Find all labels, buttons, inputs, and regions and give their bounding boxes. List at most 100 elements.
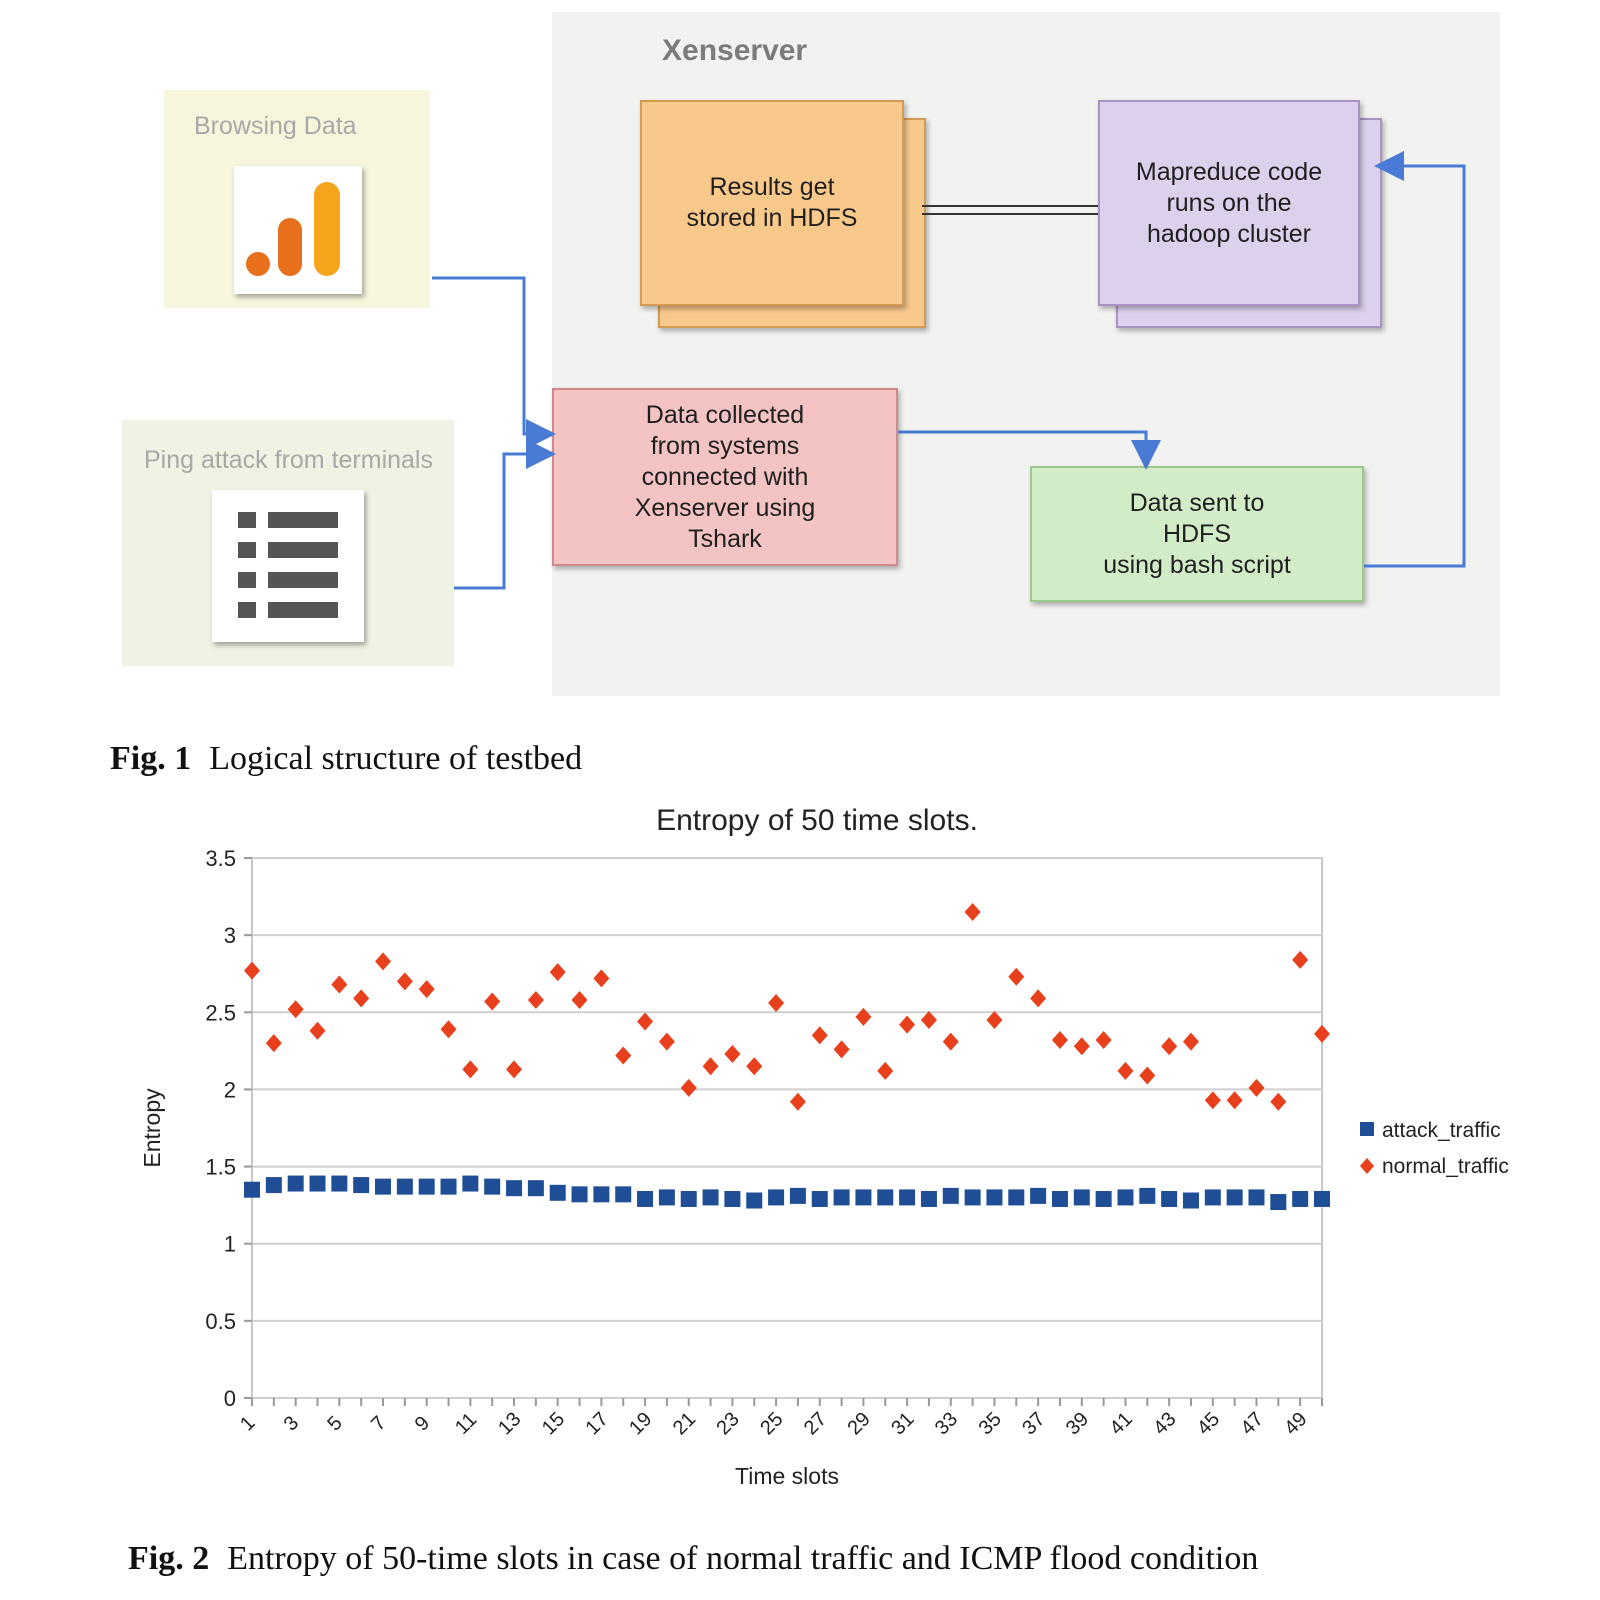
attack-traffic-point <box>1073 1189 1090 1206</box>
y-axis-label: Entropy <box>139 1088 165 1168</box>
attack-traffic-point <box>724 1190 741 1207</box>
ping-to-collected-arrow <box>454 439 556 590</box>
attack-traffic-point <box>768 1189 785 1206</box>
collected-to-sent-arrow <box>898 430 1161 470</box>
sent-to-mapreduce-arrow <box>1364 151 1466 568</box>
attack-traffic-point <box>1292 1190 1309 1207</box>
normal-traffic-point <box>920 1011 937 1029</box>
normal-traffic-point <box>724 1044 741 1063</box>
attack-traffic-point <box>1008 1189 1025 1206</box>
x-tick-label: 3 <box>280 1412 303 1435</box>
attack-traffic-point <box>899 1189 916 1206</box>
attack-traffic-point <box>855 1189 872 1206</box>
normal-traffic-point <box>1248 1078 1265 1097</box>
ping-attack-label: Ping attack from terminals <box>144 446 433 474</box>
attack-traffic-point <box>833 1189 850 1206</box>
x-tick-label: 33 <box>931 1408 962 1439</box>
attack-traffic-point <box>811 1190 828 1207</box>
normal-traffic-point <box>899 1015 916 1034</box>
y-tick-label: 2.5 <box>205 1000 236 1025</box>
attack-traffic-point <box>375 1178 392 1195</box>
x-tick-label: 31 <box>887 1408 918 1439</box>
attack-traffic-point <box>789 1187 806 1204</box>
normal-traffic-point <box>1030 989 1047 1008</box>
attack-traffic-point <box>593 1186 610 1203</box>
normal-traffic-point <box>986 1011 1003 1029</box>
y-tick-label: 1 <box>224 1232 236 1257</box>
mapreduce-box: Mapreduce code runs on the hadoop cluste… <box>1098 100 1360 306</box>
normal-traffic-point <box>1270 1092 1287 1111</box>
x-tick-label: 27 <box>800 1408 831 1439</box>
normal-traffic-point <box>571 990 588 1009</box>
fig2-caption-text: Entropy of 50-time slots in case of norm… <box>227 1540 1259 1577</box>
attack-traffic-point <box>484 1178 501 1195</box>
normal-traffic-point <box>1204 1091 1221 1110</box>
x-tick-label: 37 <box>1018 1408 1049 1439</box>
attack-traffic-point <box>942 1187 959 1204</box>
normal-traffic-point <box>1314 1024 1330 1043</box>
data-collected-text: Data collected from systems connected wi… <box>634 400 816 553</box>
attack-traffic-point <box>1161 1190 1178 1207</box>
x-tick-label: 5 <box>323 1412 346 1435</box>
fig2-caption: Fig. 2 Entropy of 50-time slots in case o… <box>128 1540 1258 1578</box>
attack-traffic-point <box>877 1189 894 1206</box>
attack-traffic-point <box>658 1189 675 1206</box>
normal-traffic-point <box>680 1078 697 1097</box>
x-tick-label: 35 <box>975 1408 1006 1439</box>
normal-traffic-point <box>1226 1091 1243 1110</box>
entropy-chart: 00.511.522.533.51 3 5 7 9 11 13 15 17 19 21 23 25 27 2… <box>139 804 1509 1489</box>
normal-traffic-point <box>658 1032 675 1051</box>
normal-traffic-point <box>1051 1031 1068 1050</box>
attack-traffic-point <box>1314 1190 1330 1207</box>
normal-traffic-point <box>462 1060 479 1079</box>
data-collected-box: Data collected from systems connected wi… <box>552 388 898 566</box>
normal-traffic-point <box>265 1034 282 1053</box>
x-tick-label: 29 <box>844 1408 875 1439</box>
x-tick-label: 39 <box>1062 1408 1093 1439</box>
normal-traffic-point <box>593 969 610 988</box>
legend-label: normal_traffic <box>1382 1155 1509 1178</box>
data-sent-text: Data sent to HDFS using bash script <box>1103 488 1291 579</box>
attack-traffic-point <box>1204 1189 1221 1206</box>
normal-traffic-point <box>309 1021 326 1040</box>
attack-traffic-point <box>265 1177 282 1194</box>
normal-traffic-point <box>877 1061 894 1080</box>
x-tick-label: 15 <box>538 1408 569 1439</box>
attack-traffic-point <box>418 1178 435 1195</box>
normal-traffic-point <box>331 975 348 994</box>
y-tick-label: 0.5 <box>205 1309 236 1334</box>
results-box-text: Results get stored in HDFS <box>686 173 858 232</box>
normal-traffic-point <box>1182 1032 1199 1051</box>
normal-traffic-point <box>418 980 435 999</box>
x-tick-label: 49 <box>1280 1408 1311 1439</box>
y-tick-label: 3.5 <box>205 846 236 871</box>
attack-traffic-point <box>353 1177 370 1194</box>
attack-traffic-point <box>702 1189 719 1206</box>
x-tick-label: 43 <box>1149 1408 1180 1439</box>
fig2-caption-label: Fig. 2 <box>128 1540 210 1577</box>
attack-traffic-point <box>331 1175 348 1192</box>
normal-traffic-point <box>811 1026 828 1045</box>
fig1-caption-text: Logical structure of testbed <box>209 740 583 777</box>
normal-traffic-point <box>746 1057 763 1076</box>
normal-traffic-point <box>768 994 785 1013</box>
normal-traffic-point <box>942 1032 959 1051</box>
normal-traffic-point <box>615 1046 632 1065</box>
normal-traffic-point <box>1139 1066 1156 1085</box>
x-tick-label: 25 <box>756 1408 787 1439</box>
x-tick-label: 7 <box>367 1412 390 1435</box>
normal-traffic-point <box>440 1020 457 1039</box>
normal-traffic-point <box>1161 1037 1178 1056</box>
attack-traffic-point <box>462 1175 479 1192</box>
normal-traffic-point <box>1008 967 1025 986</box>
normal-traffic-point <box>353 989 370 1008</box>
x-tick-label: 19 <box>625 1408 656 1439</box>
x-tick-label: 1 <box>236 1412 259 1435</box>
normal-traffic-point <box>484 992 501 1011</box>
normal-traffic-point <box>244 961 260 980</box>
y-tick-label: 1.5 <box>205 1155 236 1180</box>
normal-traffic-point <box>396 972 413 991</box>
x-tick-label: 17 <box>582 1408 613 1439</box>
browsing-data-panel: Browsing Data <box>164 90 430 308</box>
normal-traffic-point <box>1117 1061 1134 1080</box>
